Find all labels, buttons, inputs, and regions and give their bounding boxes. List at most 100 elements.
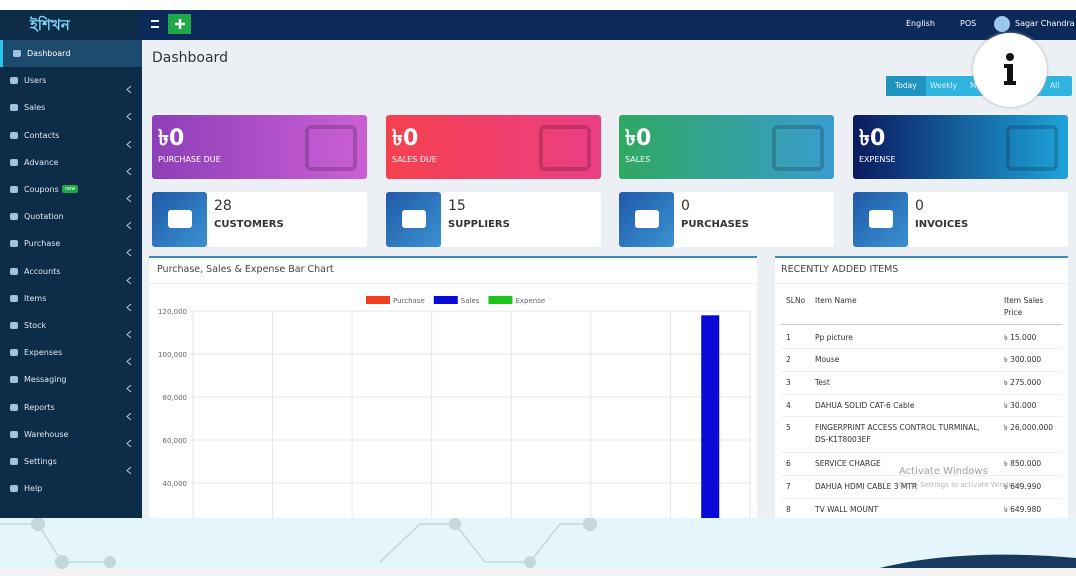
language[interactable]: English [906, 19, 935, 28]
table-cell: ৳ 649.990 [1004, 482, 1042, 491]
divider [149, 283, 757, 284]
filter-button[interactable]: M [970, 81, 977, 90]
menu-icon [13, 50, 21, 57]
chevron [126, 240, 132, 257]
menu-item[interactable]: Coupons new [0, 176, 142, 203]
filter-button[interactable]: All [1050, 81, 1060, 90]
page-title: Dashboard [152, 50, 228, 66]
menu-icon [10, 458, 18, 465]
menu-icon [10, 294, 18, 302]
chevron-icon [126, 357, 132, 366]
icon-glyph [635, 210, 659, 228]
count-icon [386, 192, 441, 247]
watermark-title: Activate Windows [899, 466, 988, 477]
menu-item[interactable]: Messaging [0, 366, 142, 393]
filter-button[interactable]: Weekly [930, 81, 958, 90]
y-tick-label: 120,000 [158, 308, 187, 316]
sidebar: Dashboard Users Sales Contacts Advance Coupon… [0, 40, 142, 518]
chevron-icon [126, 140, 132, 148]
menu-item[interactable]: Sales [0, 94, 142, 121]
row-rule [781, 475, 1062, 476]
menu-icon [10, 267, 18, 275]
info-badge[interactable] [973, 33, 1047, 107]
menu-icon [10, 403, 18, 411]
menu-item[interactable]: Purchase [0, 230, 142, 257]
chevron-icon [126, 330, 132, 339]
user-name[interactable]: Sagar Chandra [1015, 19, 1075, 28]
chevron-icon [126, 249, 132, 257]
table-cell: 6 [786, 459, 791, 468]
chevron-icon [126, 466, 132, 475]
table-cell: 1 [786, 333, 791, 342]
y-tick-label: 60,000 [163, 437, 188, 445]
menu-icon [10, 104, 18, 112]
menu-item[interactable]: Quotation [0, 203, 142, 230]
menu-label: Expenses [24, 348, 63, 358]
menu-item[interactable]: Help [0, 475, 142, 502]
menu-label: Reports [24, 402, 55, 412]
table-cell: ৳ 30.000 [1004, 401, 1037, 410]
table-cell: SERVICE CHARGE [815, 459, 881, 468]
legend-swatch [366, 296, 390, 304]
chevron [126, 458, 132, 475]
legend-label: Sales [461, 297, 480, 305]
menu-item[interactable]: Warehouse [0, 421, 142, 448]
chart-panel: Purchase, Sales & Expense Bar Chart 40,00… [149, 256, 757, 518]
menu-item[interactable]: Expenses [0, 339, 142, 366]
menu-label: Contacts [24, 130, 60, 140]
table-cell: ৳ 850.000 [1004, 459, 1042, 468]
stat-icon [772, 125, 824, 171]
filter-button[interactable]: Today [886, 76, 926, 96]
menu-icon [10, 186, 18, 193]
chevron-icon [126, 167, 132, 176]
y-tick-label: 100,000 [158, 351, 187, 359]
table-header: SLNo [786, 296, 806, 305]
menu-item[interactable]: Stock [0, 312, 142, 339]
top-bar: ইশিখন English POS Sagar Chandra [0, 10, 1076, 40]
menu-label: Accounts [24, 266, 61, 276]
icon-glyph [168, 210, 192, 228]
legend-label: Purchase [393, 297, 425, 305]
chevron-icon [126, 221, 132, 230]
menu-item[interactable]: Settings [0, 448, 142, 475]
count-value: 0 [915, 198, 924, 214]
menu-item[interactable]: Items [0, 285, 142, 312]
chevron-icon [126, 439, 132, 448]
add-button[interactable] [168, 14, 191, 34]
table-cell: FINGERPRINT ACCESS CONTROL TURMINAL, DS-… [815, 423, 980, 444]
menu-toggle[interactable] [151, 20, 159, 28]
avatar[interactable] [994, 16, 1010, 32]
stat-value: ৳0 [158, 126, 185, 151]
menu-item[interactable]: Users [0, 67, 142, 94]
table-cell: ৳ 15.000 [1004, 333, 1037, 342]
stat-card: ৳0 EXPENSE [853, 115, 1068, 179]
count-icon [152, 192, 207, 247]
logo[interactable]: ইশিখন [30, 16, 70, 34]
panel-title: RECENTLY ADDED ITEMS [781, 264, 899, 275]
count-label: INVOICES [915, 219, 969, 230]
row-rule [781, 452, 1062, 453]
menu-icon [10, 349, 18, 357]
table-cell: ৳ 649.980 [1004, 505, 1042, 514]
chevron [126, 159, 132, 176]
stat-card: ৳0 SALES [619, 115, 834, 179]
stat-value: ৳0 [859, 126, 886, 151]
menu-item[interactable]: Reports [0, 394, 142, 421]
logo-area [0, 10, 138, 40]
table-cell: 2 [786, 355, 791, 364]
menu-item[interactable]: Accounts [0, 258, 142, 285]
menu-label: Stock [24, 321, 47, 330]
info-icon [1004, 53, 1016, 85]
menu-item[interactable]: Dashboard [0, 40, 142, 67]
table-cell: ৳ 275.000 [1004, 378, 1042, 387]
menu-item[interactable]: Advance [0, 149, 142, 176]
chevron [126, 431, 132, 448]
table-cell: Test [815, 378, 830, 387]
pos-link[interactable]: POS [960, 19, 977, 28]
menu-icon [10, 430, 18, 438]
menu-item[interactable]: Contacts [0, 122, 142, 149]
chevron-icon [126, 85, 132, 94]
chevron [126, 295, 132, 312]
bar [701, 315, 720, 518]
